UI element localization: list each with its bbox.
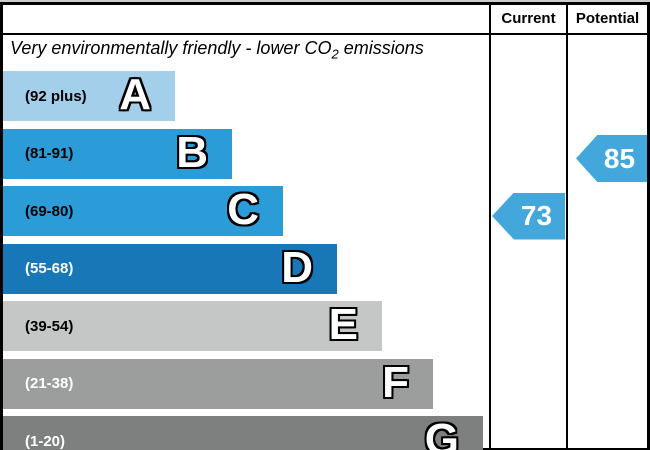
band-letter: A <box>119 70 151 120</box>
top-edge-strip <box>0 0 650 2</box>
chart-title: Very environmentally friendly - lower CO… <box>10 38 480 62</box>
band-range-label: (92 plus) <box>25 87 87 105</box>
band-range-label: (39-54) <box>25 317 74 335</box>
band-D: (55-68) D <box>3 242 337 294</box>
band-letter: B <box>176 127 208 177</box>
band-range-label: (1-20) <box>25 432 66 450</box>
chart-border-right <box>647 2 650 450</box>
potential-column-divider <box>566 4 568 450</box>
chart-border-left <box>0 2 3 450</box>
chart-title-suffix: emissions <box>338 38 424 58</box>
co2-subscript: 2 <box>331 46 339 62</box>
band-letter: D <box>281 242 313 292</box>
current-rating-value: 73 <box>520 200 553 231</box>
chart-title-text: Very environmentally friendly - lower CO <box>10 38 332 58</box>
current-column-divider <box>489 4 491 450</box>
band-range-label: (69-80) <box>25 202 74 220</box>
band-C: (69-80) C <box>3 186 283 236</box>
band-F: (21-38) F <box>3 357 433 409</box>
band-letter: G <box>424 415 459 450</box>
band-E: (39-54) E <box>3 301 382 351</box>
band-letter: C <box>227 185 259 235</box>
band-G: (1-20) G <box>3 416 483 450</box>
potential-column-header: Potential <box>575 10 640 27</box>
band-letter: E <box>328 300 358 350</box>
current-rating-arrow: 73 <box>492 192 565 240</box>
current-column-header: Current <box>501 10 556 27</box>
header-separator-line <box>0 33 650 35</box>
band-range-label: (21-38) <box>25 375 74 392</box>
potential-rating-arrow: 85 <box>576 135 647 182</box>
band-A: (92 plus) A <box>3 71 175 121</box>
chart-border-top <box>0 2 650 5</box>
band-letter: F <box>382 357 409 407</box>
band-range-label: (81-91) <box>25 145 74 162</box>
band-range-label: (55-68) <box>25 260 74 277</box>
band-B: (81-91) B <box>3 127 232 179</box>
potential-rating-value: 85 <box>603 142 636 174</box>
